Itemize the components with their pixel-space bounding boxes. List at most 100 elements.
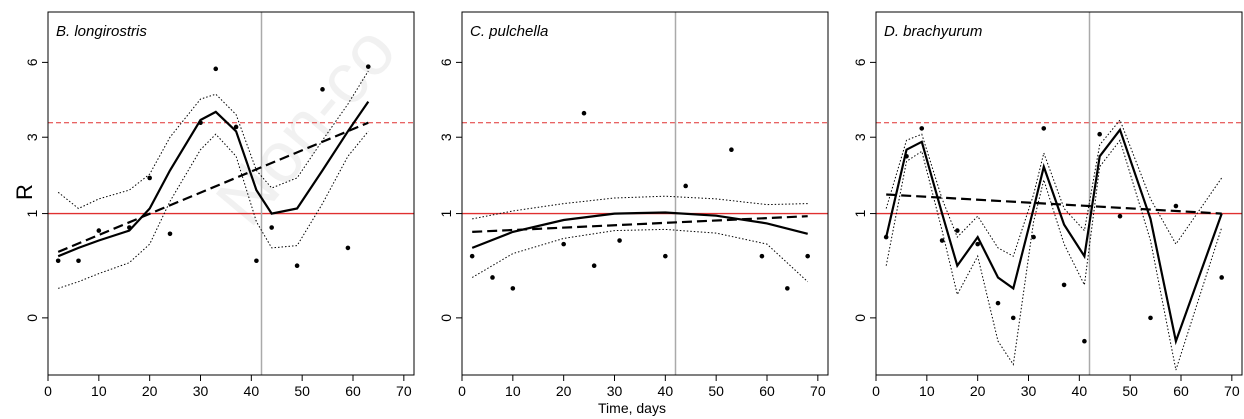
data-point [490, 275, 495, 280]
data-point [1010, 315, 1016, 321]
x-tick-label: 0 [872, 383, 880, 399]
data-point [1173, 203, 1179, 209]
plot-area [48, 12, 414, 375]
data-point [729, 147, 734, 152]
x-tick-label: 10 [505, 383, 521, 399]
x-tick-label: 50 [294, 383, 310, 399]
panel-2: 0 10 20 30 40 50 60 70 0 1 3 6 C. pulchella [438, 11, 829, 399]
data-point [1219, 275, 1224, 280]
y-tick-label: 0 [24, 314, 40, 322]
y-tick-label: 3 [438, 133, 454, 141]
data-point [147, 175, 152, 181]
x-tick-label: 60 [759, 383, 775, 399]
data-point [591, 263, 597, 269]
data-point [96, 228, 102, 233]
panel-title: D. brachyurum [884, 23, 982, 40]
panel-title: B. longirostris [56, 23, 147, 40]
data-point [883, 234, 889, 240]
data-point [269, 225, 274, 230]
y-tick-label: 1 [852, 209, 868, 217]
x-tick-label: 20 [142, 383, 158, 399]
x-tick-label: 60 [1173, 383, 1189, 399]
lower-confidence-line [885, 139, 1223, 371]
upper-confidence-line [885, 119, 1223, 257]
x-tick-label: 40 [658, 383, 674, 399]
x-tick-label: 70 [396, 383, 412, 399]
data-point [213, 66, 219, 72]
data-point [1041, 126, 1047, 131]
data-point [1117, 213, 1123, 219]
y-tick-label: 6 [438, 58, 454, 66]
data-point [1061, 282, 1067, 288]
plot-area [462, 12, 828, 375]
data-point [167, 231, 173, 237]
panel-frame [461, 11, 829, 376]
data-point [55, 258, 61, 264]
upper-confidence-line [57, 70, 369, 210]
panel-title: C. pulchella [470, 23, 548, 40]
data-point [975, 241, 980, 247]
fitted-line [57, 100, 370, 258]
y-tick-label: 0 [852, 314, 868, 322]
x-tick-label: 50 [1122, 383, 1138, 399]
data-point [510, 286, 516, 291]
y-tick-label: 3 [24, 133, 40, 141]
y-tick-label: 6 [24, 58, 40, 66]
panel-1: 0 10 20 30 40 50 60 70 0 1 3 6 B. longirostris [24, 11, 415, 399]
data-point [939, 238, 945, 243]
data-point [76, 258, 81, 264]
x-tick-label: 20 [970, 383, 986, 399]
data-point [561, 241, 566, 247]
y-axis-label: R [12, 184, 37, 200]
data-point [663, 253, 668, 259]
x-tick-label: 0 [44, 383, 52, 399]
x-tick-label: 30 [607, 383, 623, 399]
data-point [469, 253, 475, 259]
x-tick-label: 10 [919, 383, 935, 399]
x-tick-label: 20 [556, 383, 572, 399]
data-point [198, 120, 203, 126]
x-tick-label: 50 [708, 383, 724, 399]
data-point [995, 300, 1001, 306]
trend-line [472, 215, 808, 233]
x-tick-label: 30 [1021, 383, 1037, 399]
data-point [904, 153, 909, 159]
panel-frame [47, 11, 415, 376]
lower-confidence-line [471, 228, 809, 283]
data-point [919, 126, 925, 131]
panel-3: 0 10 20 30 40 50 60 70 0 1 3 6 D. brachyurum [852, 11, 1243, 399]
plot-area [876, 12, 1242, 375]
data-point [1031, 234, 1036, 240]
x-tick-label: 10 [91, 383, 107, 399]
y-tick-label: 1 [438, 209, 454, 217]
data-point [955, 228, 960, 233]
y-tick-label: 6 [852, 58, 868, 66]
data-point [320, 87, 325, 92]
data-point [233, 124, 239, 130]
data-point [1097, 131, 1102, 137]
data-point [1082, 338, 1087, 344]
data-point [254, 258, 259, 264]
data-point [127, 225, 132, 230]
data-point [759, 253, 765, 259]
x-tick-label: 60 [345, 383, 361, 399]
x-tick-label: 70 [810, 383, 826, 399]
y-tick-label: 1 [24, 209, 40, 217]
y-tick-label: 3 [852, 133, 868, 141]
data-point [683, 183, 688, 189]
y-tick-label: 0 [438, 314, 454, 322]
trend-line [886, 193, 1222, 215]
data-point [294, 263, 300, 269]
x-tick-label: 40 [1072, 383, 1088, 399]
data-point [581, 110, 587, 116]
x-tick-label: 0 [458, 383, 466, 399]
data-point [365, 64, 371, 69]
x-tick-label: 30 [193, 383, 209, 399]
upper-confidence-line [472, 195, 808, 220]
x-tick-label: 70 [1224, 383, 1240, 399]
data-point [345, 245, 351, 251]
fitted-line [885, 127, 1223, 346]
data-point [617, 238, 622, 243]
